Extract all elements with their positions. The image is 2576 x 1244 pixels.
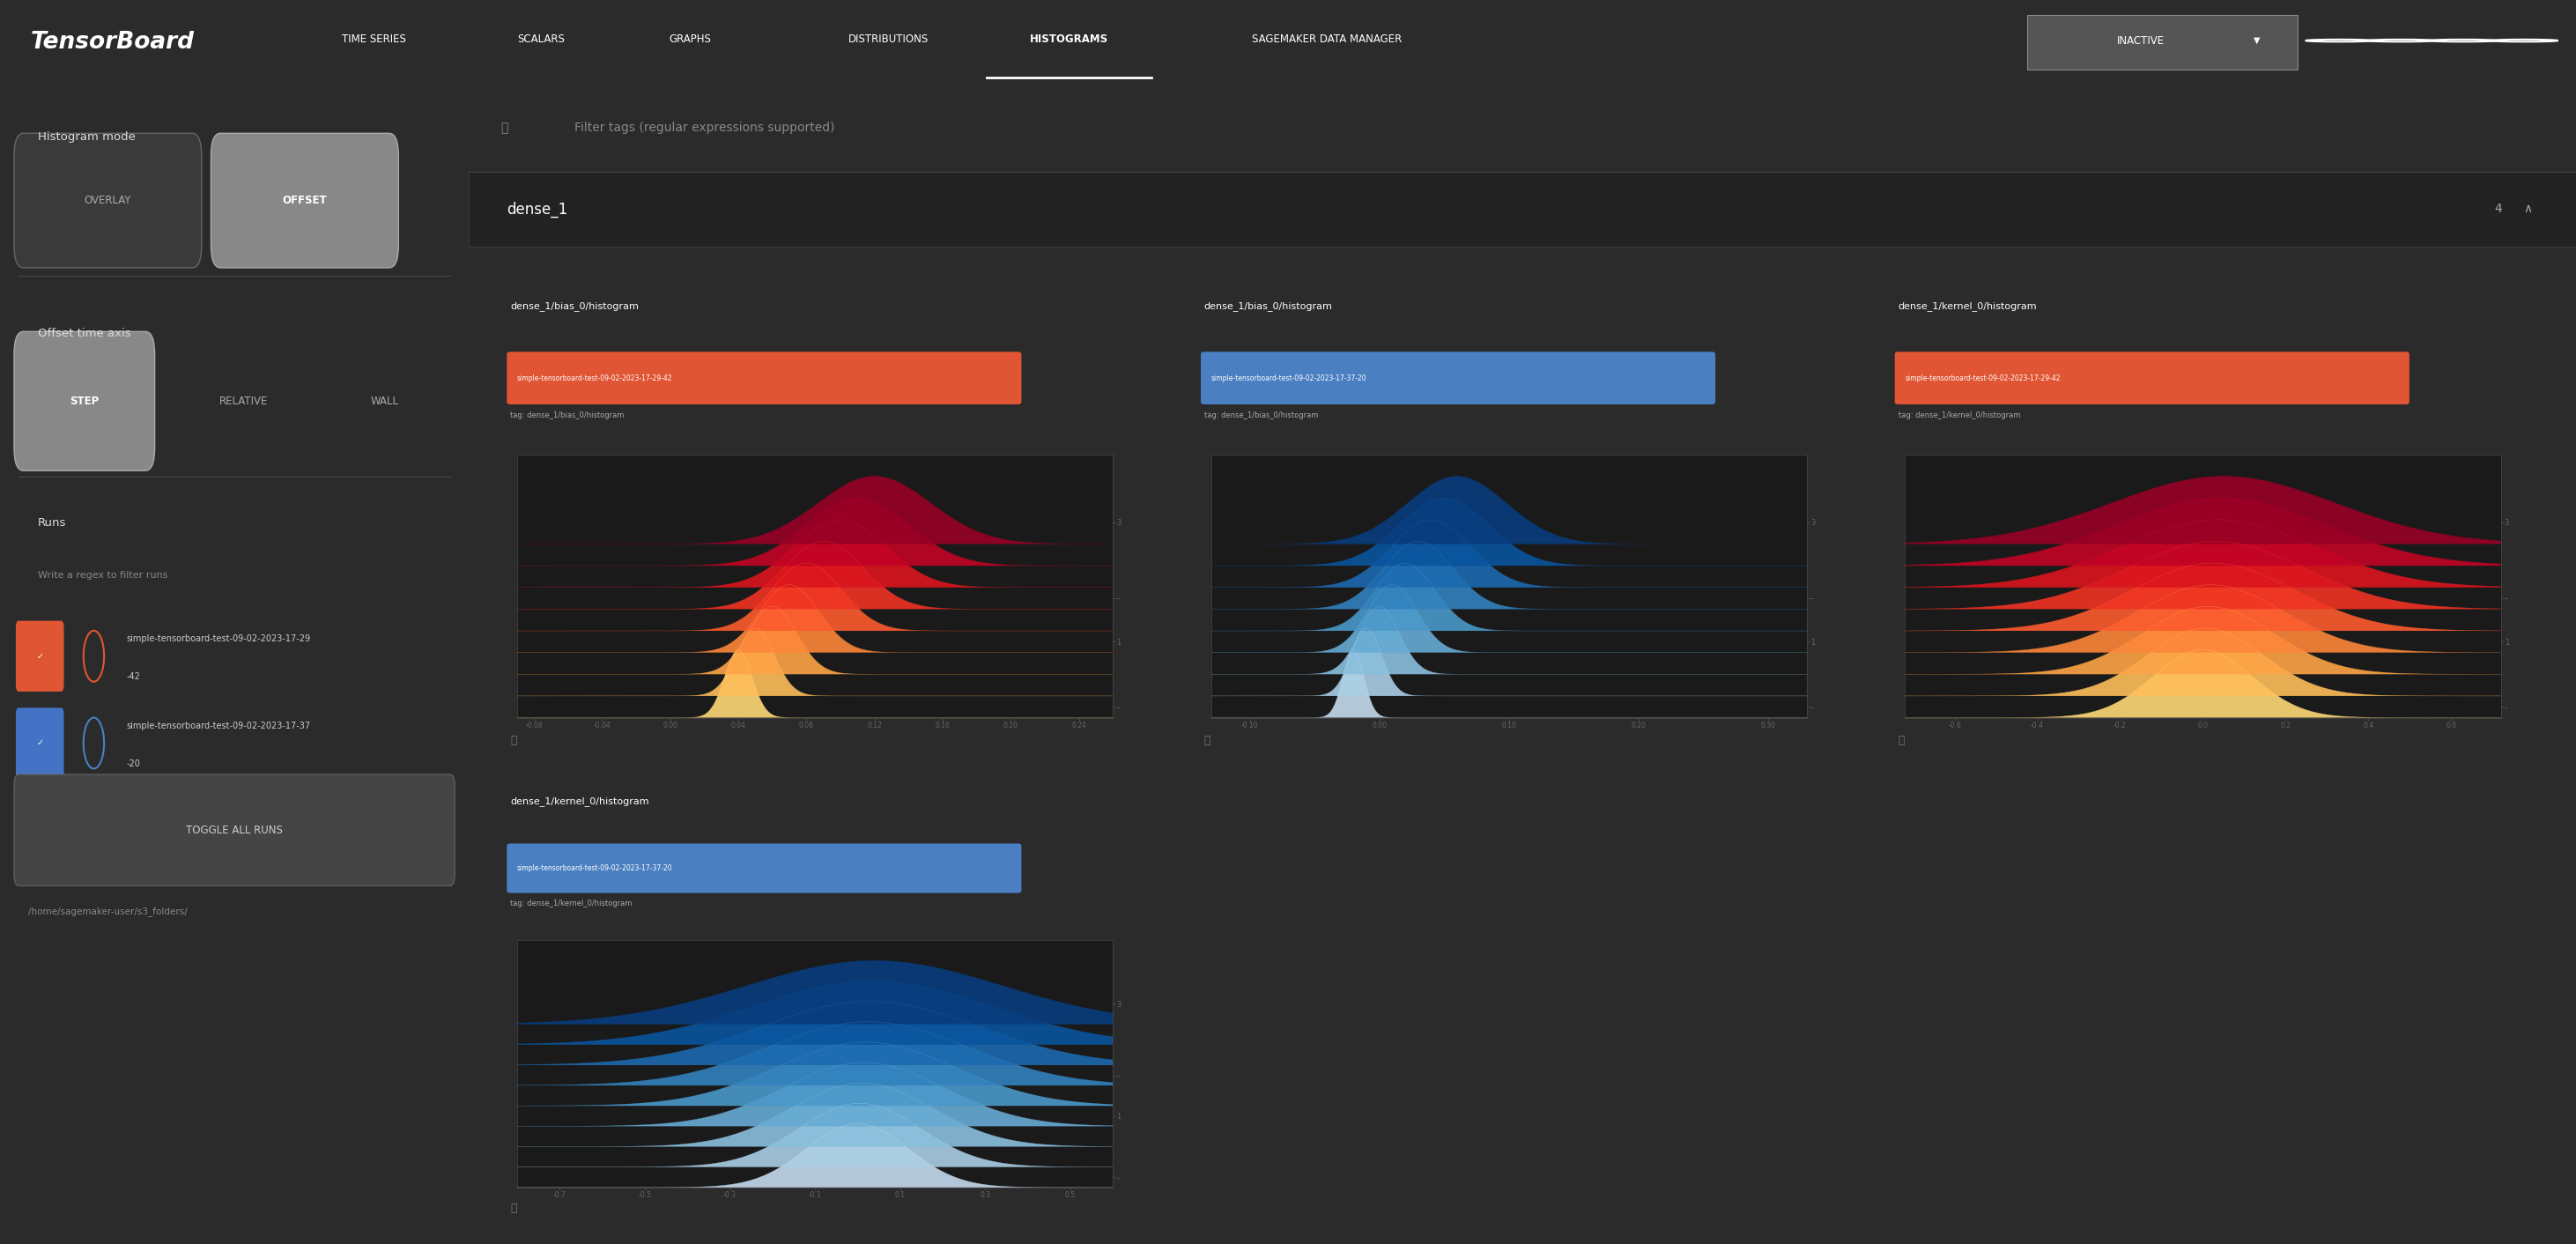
Text: simple-tensorboard-test-09-02-2023-17-29: simple-tensorboard-test-09-02-2023-17-29: [126, 634, 312, 643]
Text: ✓: ✓: [36, 739, 44, 748]
FancyBboxPatch shape: [1200, 352, 1716, 404]
FancyBboxPatch shape: [15, 622, 64, 690]
Bar: [469, 172, 2576, 246]
Text: tag: dense_1/bias_0/histogram: tag: dense_1/bias_0/histogram: [1203, 412, 1319, 419]
Text: OFFSET: OFFSET: [283, 195, 327, 207]
Text: tag: dense_1/kernel_0/histogram: tag: dense_1/kernel_0/histogram: [510, 899, 631, 908]
Text: INACTIVE: INACTIVE: [2117, 35, 2164, 46]
Text: tag: dense_1/bias_0/histogram: tag: dense_1/bias_0/histogram: [510, 412, 623, 419]
FancyBboxPatch shape: [211, 133, 399, 267]
Text: ⤢: ⤢: [1899, 735, 1904, 746]
FancyBboxPatch shape: [13, 775, 456, 886]
Text: WALL: WALL: [371, 396, 399, 407]
FancyBboxPatch shape: [507, 843, 1023, 893]
FancyBboxPatch shape: [507, 352, 1023, 404]
Text: Offset time axis: Offset time axis: [39, 328, 131, 340]
Text: simple-tensorboard-test-09-02-2023-17-37: simple-tensorboard-test-09-02-2023-17-37: [126, 722, 312, 730]
Text: HISTOGRAMS: HISTOGRAMS: [1030, 34, 1108, 45]
Text: Runs: Runs: [39, 518, 67, 529]
FancyBboxPatch shape: [13, 332, 155, 470]
Text: TOGGLE ALL RUNS: TOGGLE ALL RUNS: [185, 825, 283, 836]
Text: -20: -20: [126, 760, 142, 769]
Text: ✓: ✓: [36, 652, 44, 661]
Text: RELATIVE: RELATIVE: [219, 396, 268, 407]
Text: dense_1/bias_0/histogram: dense_1/bias_0/histogram: [1203, 301, 1332, 311]
Text: simple-tensorboard-test-09-02-2023-17-37-20: simple-tensorboard-test-09-02-2023-17-37…: [518, 865, 672, 872]
Text: OVERLAY: OVERLAY: [85, 195, 131, 207]
Text: simple-tensorboard-test-09-02-2023-17-37-20: simple-tensorboard-test-09-02-2023-17-37…: [1211, 374, 1365, 382]
Text: SAGEMAKER DATA MANAGER: SAGEMAKER DATA MANAGER: [1252, 34, 1401, 45]
FancyBboxPatch shape: [1896, 352, 2409, 404]
FancyBboxPatch shape: [15, 708, 64, 778]
Text: Histogram mode: Histogram mode: [39, 131, 134, 143]
Text: Write a regex to filter runs: Write a regex to filter runs: [39, 571, 167, 580]
Text: ⤢: ⤢: [510, 735, 518, 746]
Text: TensorBoard: TensorBoard: [31, 31, 196, 53]
Text: GRAPHS: GRAPHS: [670, 34, 711, 45]
Text: simple-tensorboard-test-09-02-2023-17-29-42: simple-tensorboard-test-09-02-2023-17-29…: [1904, 374, 2061, 382]
Text: tag: dense_1/kernel_0/histogram: tag: dense_1/kernel_0/histogram: [1899, 412, 2020, 419]
Text: 🔍: 🔍: [500, 122, 507, 134]
Text: Filter tags (regular expressions supported): Filter tags (regular expressions support…: [574, 122, 835, 134]
Text: simple-tensorboard-test-09-02-2023-17-29-42: simple-tensorboard-test-09-02-2023-17-29…: [518, 374, 672, 382]
FancyBboxPatch shape: [2027, 15, 2298, 70]
Text: DISTRIBUTIONS: DISTRIBUTIONS: [848, 34, 930, 45]
Text: dense_1/bias_0/histogram: dense_1/bias_0/histogram: [510, 301, 639, 311]
Text: /home/sagemaker-user/s3_folders/: /home/sagemaker-user/s3_folders/: [28, 907, 188, 916]
FancyBboxPatch shape: [13, 133, 201, 267]
Text: SCALARS: SCALARS: [518, 34, 564, 45]
Text: dense_1: dense_1: [507, 202, 567, 218]
Text: ⤢: ⤢: [1203, 735, 1211, 746]
Text: dense_1/kernel_0/histogram: dense_1/kernel_0/histogram: [1899, 301, 2038, 311]
Text: ▼: ▼: [2254, 36, 2259, 45]
Text: ∧: ∧: [2524, 203, 2532, 215]
Text: -42: -42: [126, 673, 142, 682]
Text: TIME SERIES: TIME SERIES: [343, 34, 404, 45]
Text: STEP: STEP: [70, 396, 98, 407]
Text: 4: 4: [2494, 203, 2501, 215]
Text: dense_1/kernel_0/histogram: dense_1/kernel_0/histogram: [510, 796, 649, 806]
Text: ⤢: ⤢: [510, 1203, 518, 1214]
